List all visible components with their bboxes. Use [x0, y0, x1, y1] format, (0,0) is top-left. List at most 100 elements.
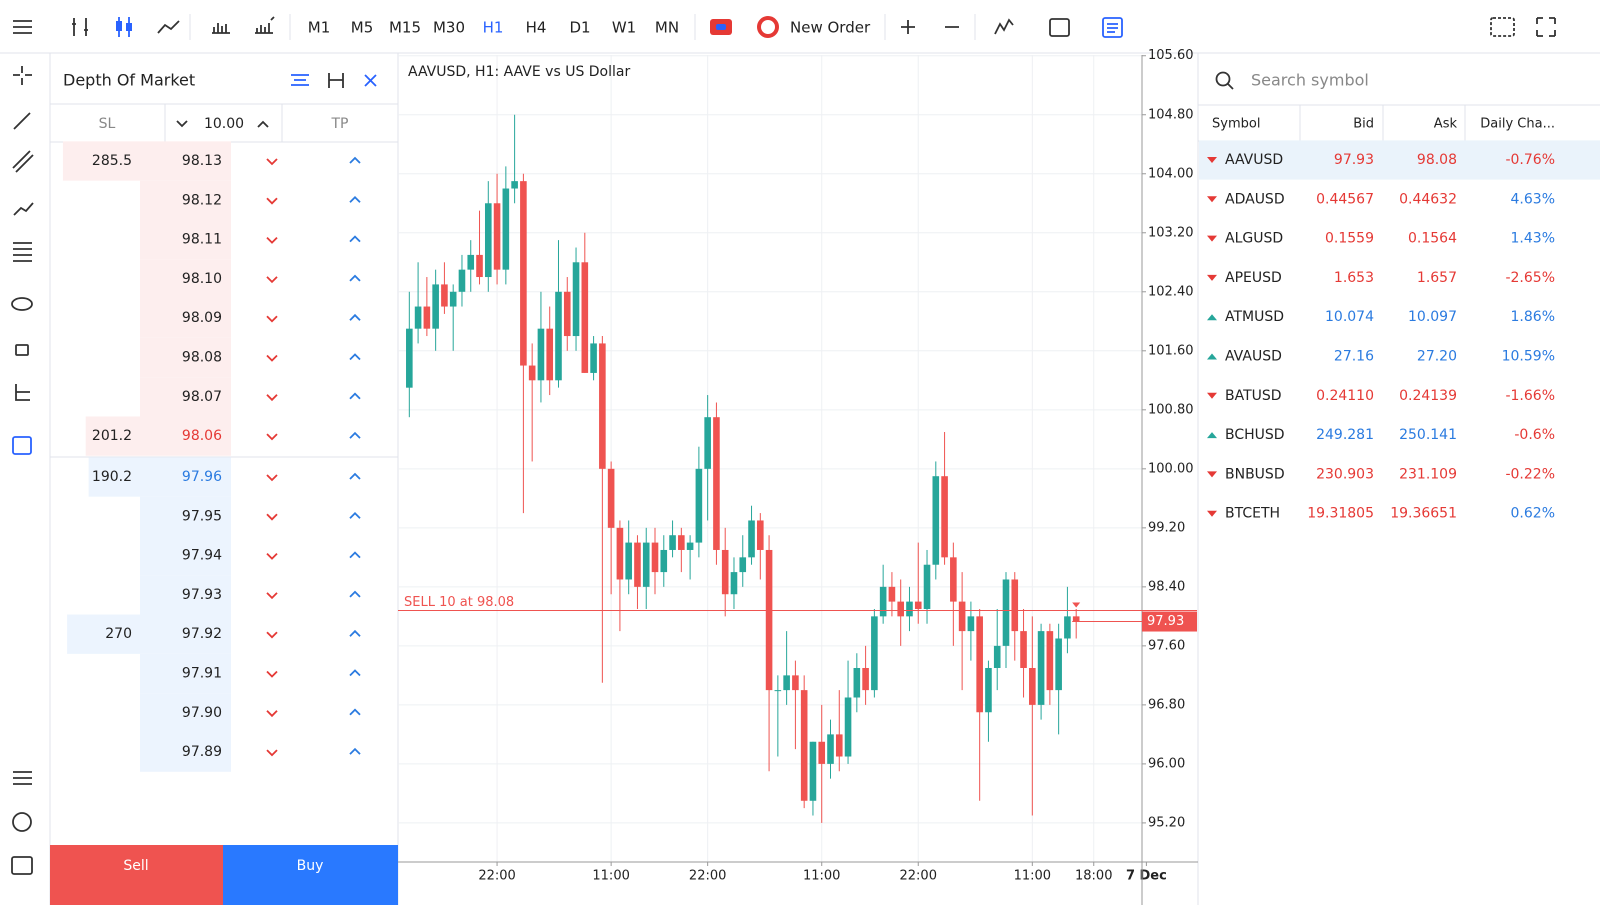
sl-button[interactable] [266, 631, 278, 639]
sl-button[interactable] [266, 592, 278, 600]
sl-button[interactable] [266, 315, 278, 323]
tp-button[interactable] [349, 472, 361, 480]
sl-button[interactable] [266, 474, 278, 482]
tp-button[interactable] [349, 590, 361, 598]
timeframe[interactable]: M15 [389, 19, 421, 37]
top-icons[interactable] [13, 14, 1556, 40]
order-icon[interactable] [757, 16, 779, 38]
sl-button[interactable] [266, 236, 278, 244]
tp-button[interactable] [349, 392, 361, 400]
sl-button[interactable] [266, 354, 278, 362]
column-header[interactable]: Symbol [1212, 117, 1260, 132]
eye-icon[interactable] [11, 297, 33, 311]
tp-button[interactable] [349, 235, 361, 243]
tp-button[interactable] [349, 669, 361, 677]
symbol[interactable]: BATUSD [1225, 388, 1282, 404]
list-icon[interactable] [13, 771, 32, 785]
lock-icon[interactable] [15, 344, 29, 356]
symbol[interactable]: AVAUSD [1225, 349, 1282, 365]
dom-close-icon[interactable] [364, 74, 377, 87]
new-order[interactable]: New Order [790, 19, 871, 37]
fullscreen-icon[interactable] [1536, 17, 1556, 37]
indicator-icon[interactable] [255, 16, 275, 34]
tp-button[interactable] [349, 353, 361, 361]
timeframe[interactable]: MN [655, 19, 679, 37]
line-icon[interactable] [157, 20, 180, 34]
line-tool-icon[interactable] [13, 112, 31, 130]
column-header[interactable]: Daily Cha... [1480, 117, 1555, 132]
tp-button[interactable] [349, 156, 361, 164]
calendar-side-icon[interactable] [11, 856, 33, 875]
sell-button[interactable] [50, 845, 223, 905]
symbol[interactable]: ATMUSD [1225, 309, 1284, 325]
sl-button[interactable] [266, 433, 278, 441]
sl-button[interactable] [266, 276, 278, 284]
sl-button[interactable] [266, 513, 278, 521]
dom-toggle-icon[interactable] [1102, 17, 1123, 38]
dom-icon[interactable] [12, 436, 32, 455]
buy-button[interactable] [223, 845, 398, 905]
sl-button[interactable] [266, 158, 278, 166]
sl-button[interactable] [266, 394, 278, 402]
history-icon[interactable] [12, 812, 32, 832]
crosshair-icon[interactable] [13, 66, 32, 85]
volume-input[interactable]: 10.00 [204, 116, 244, 132]
indicators-icon[interactable] [994, 18, 1014, 35]
symbol[interactable]: BNBUSD [1225, 466, 1285, 482]
tp-button[interactable] [349, 551, 361, 559]
menu-icon[interactable] [13, 20, 32, 34]
calendar-icon[interactable] [1049, 18, 1070, 37]
column-header[interactable]: Bid [1353, 117, 1374, 132]
volume-icon[interactable] [212, 23, 230, 34]
sl-button[interactable] [266, 670, 278, 678]
price-cell-bg [140, 614, 231, 654]
tp-button[interactable] [349, 708, 361, 716]
tp-button[interactable] [349, 274, 361, 282]
zoom-icons[interactable] [901, 20, 959, 34]
bars-icon[interactable] [72, 18, 88, 36]
timeframe[interactable]: H1 [483, 19, 504, 37]
screenshot-icon[interactable] [1490, 17, 1515, 37]
tp-button[interactable] [349, 196, 361, 203]
left-icons[interactable] [11, 66, 34, 875]
tp-button[interactable] [349, 629, 361, 637]
tree-icon[interactable] [15, 384, 30, 401]
tp-button[interactable] [349, 512, 361, 519]
symbol[interactable]: APEUSD [1225, 270, 1282, 286]
timeframe[interactable]: D1 [569, 19, 590, 37]
dom-center-icon[interactable] [291, 74, 309, 86]
symbol[interactable]: BTCETH [1225, 506, 1280, 522]
timeframe[interactable]: M30 [433, 19, 465, 37]
search-input[interactable]: Search symbol [1251, 71, 1369, 90]
symbol[interactable]: ALGUSD [1225, 231, 1283, 247]
sl-button[interactable] [266, 710, 278, 718]
candle-body [993, 645, 1001, 668]
symbol[interactable]: ADAUSD [1225, 191, 1285, 207]
sl-button[interactable] [266, 749, 278, 757]
tp-button[interactable] [349, 313, 361, 321]
y-tick-label: 95.20 [1148, 815, 1185, 830]
dom-toggle-lines [1107, 23, 1118, 33]
buy-label[interactable]: Buy [297, 858, 324, 874]
candle-body [792, 675, 799, 691]
timeframe[interactable]: M1 [308, 19, 331, 37]
sl-button[interactable] [266, 552, 278, 560]
column-header[interactable]: Ask [1434, 117, 1458, 132]
symbol[interactable]: BCHUSD [1225, 427, 1285, 443]
timeframe[interactable]: M5 [351, 19, 374, 37]
volume-down[interactable] [176, 120, 188, 128]
timeframe[interactable]: W1 [612, 19, 636, 37]
dom-collapse-icon[interactable] [328, 73, 344, 88]
tp-button[interactable] [349, 747, 361, 755]
sl-button[interactable] [266, 197, 278, 205]
price-cell-bg [140, 219, 231, 260]
volume-up[interactable] [257, 120, 269, 128]
path-tool-icon[interactable] [13, 202, 34, 216]
tp-button[interactable] [349, 431, 361, 439]
timeframe[interactable]: H4 [526, 19, 547, 37]
symbol[interactable]: AAVUSD [1225, 152, 1283, 168]
channel-tool-icon[interactable] [12, 150, 34, 173]
fib-tool-icon[interactable] [13, 242, 32, 262]
sell-label[interactable]: Sell [123, 858, 148, 874]
candle-body [1072, 616, 1080, 622]
